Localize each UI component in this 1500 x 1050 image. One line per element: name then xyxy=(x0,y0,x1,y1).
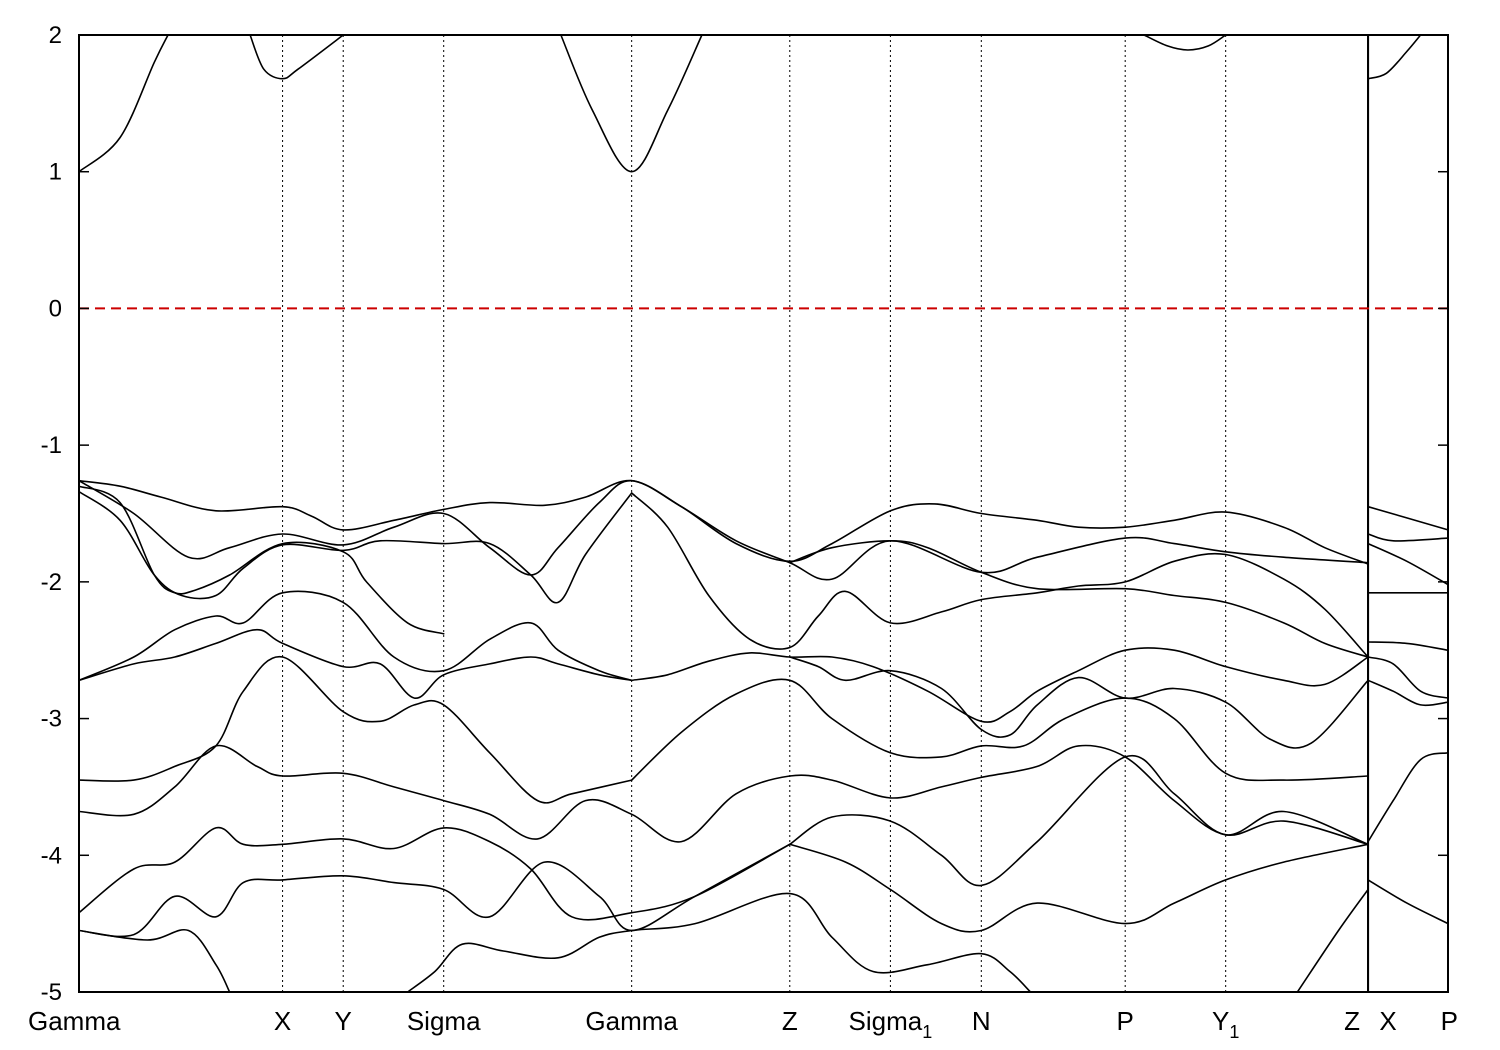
band-31 xyxy=(1367,679,1449,707)
band-1 xyxy=(249,34,344,80)
band-20 xyxy=(78,843,791,938)
x-tick-label: X xyxy=(274,1006,291,1036)
band-7 xyxy=(78,485,445,635)
band-30 xyxy=(1367,656,1449,699)
plot-frame xyxy=(78,34,1449,993)
band-12 xyxy=(78,628,633,699)
band-33 xyxy=(1367,879,1449,925)
band-26 xyxy=(1367,533,1449,542)
band-10 xyxy=(789,540,1369,658)
y-tick-label: 1 xyxy=(49,159,62,186)
band-27 xyxy=(1367,542,1449,586)
y-tick-label: -2 xyxy=(41,569,62,596)
band-21 xyxy=(789,843,1369,933)
x-tick-label: Sigma1 xyxy=(849,1006,933,1042)
band-8 xyxy=(78,490,633,604)
x-tick-label: Y1 xyxy=(1212,1006,1239,1042)
y-tick-label: -3 xyxy=(41,706,62,733)
band-23 xyxy=(406,892,1032,993)
band-11 xyxy=(78,590,633,682)
y-tick-label: 0 xyxy=(49,295,62,322)
y-axis-ticks: 2 1 0 -1 -2 -3 -4 -5 xyxy=(41,22,1448,1006)
band-4 xyxy=(1367,34,1422,80)
band-29 xyxy=(1367,641,1449,651)
y-tick-label: -5 xyxy=(41,979,62,1006)
band-16 xyxy=(630,678,1369,782)
band-3 xyxy=(1143,34,1227,51)
band-19 xyxy=(789,754,1369,887)
band-15 xyxy=(789,656,1369,749)
band-2 xyxy=(560,34,703,173)
band-25 xyxy=(1367,505,1449,531)
band-13 xyxy=(78,656,633,804)
x-tick-label: Z xyxy=(1344,1006,1360,1036)
band-18 xyxy=(78,826,791,921)
band-5 xyxy=(78,479,1369,565)
x-tick-label: P xyxy=(1117,1006,1134,1036)
band-9 xyxy=(630,492,1369,658)
band-32 xyxy=(1367,752,1449,843)
y-tick-label: -1 xyxy=(41,432,62,459)
band-lines xyxy=(78,34,1449,993)
y-tick-label: -4 xyxy=(41,842,62,869)
x-tick-label: X xyxy=(1379,1006,1396,1036)
band-0 xyxy=(78,34,169,173)
high-symmetry-lines xyxy=(282,35,1370,992)
x-tick-label: P xyxy=(1441,1006,1458,1036)
band-22 xyxy=(78,928,231,993)
x-tick-label: N xyxy=(972,1006,991,1036)
x-tick-label: Gamma xyxy=(585,1006,678,1036)
band-14 xyxy=(630,647,1369,723)
x-tick-label: Sigma xyxy=(407,1006,481,1036)
x-tick-label: Z xyxy=(782,1006,798,1036)
y-tick-label: 2 xyxy=(49,22,62,49)
band-6 xyxy=(78,479,1369,581)
x-tick-label: Y xyxy=(335,1006,352,1036)
x-tick-label: Gamma xyxy=(28,1006,121,1036)
x-axis-labels: Gamma X Y Sigma Gamma Z Sigma1 N P Y1 Z X P xyxy=(28,1006,1458,1042)
band-24 xyxy=(1296,888,1369,993)
